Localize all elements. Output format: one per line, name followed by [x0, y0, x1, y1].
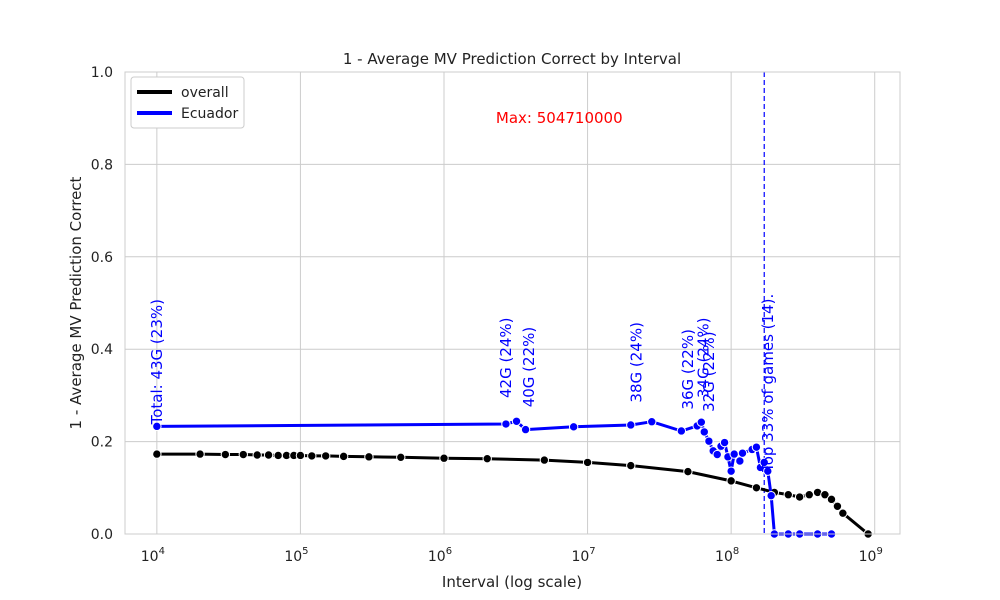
- data-point-overall: [482, 453, 492, 464]
- x-tick-label: 109: [859, 546, 883, 565]
- data-point-ecuador: [712, 449, 722, 460]
- data-point-overall: [321, 451, 331, 461]
- data-point-ecuador: [735, 456, 745, 466]
- x-axis-ticks: 104 105 106 107 108 109: [141, 546, 883, 565]
- data-point-overall: [295, 450, 306, 461]
- data-point-overall: [626, 460, 636, 471]
- data-point-overall: [838, 508, 848, 518]
- data-point-ecuador: [520, 424, 531, 435]
- plot-frame: [124, 71, 901, 535]
- annotation-label: Max: 504710000: [496, 109, 623, 127]
- annotation-label: 32G (22%): [700, 331, 718, 412]
- data-point-overall: [832, 501, 843, 511]
- data-point-ecuador: [696, 417, 707, 427]
- data-point-overall: [263, 450, 274, 460]
- annotation-label: 42G (24%): [497, 317, 515, 398]
- y-tick-label: 0.8: [91, 157, 113, 173]
- data-point-ecuador: [763, 466, 773, 476]
- x-tick-label: 104: [141, 546, 165, 565]
- data-point-overall: [238, 449, 248, 460]
- data-point-overall: [195, 449, 205, 459]
- data-point-overall: [252, 450, 262, 460]
- x-tick-label: 107: [571, 546, 595, 565]
- data-point-ecuador: [719, 437, 730, 448]
- data-point-overall: [338, 451, 349, 462]
- data-point-ecuador: [726, 466, 736, 476]
- y-tick-label: 1.0: [91, 65, 113, 81]
- data-point-ecuador: [699, 427, 709, 437]
- data-point-overall: [273, 450, 283, 461]
- annotation-label: 38G (24%): [628, 322, 646, 403]
- y-axis-ticks: 0.0 0.2 0.4 0.6 0.8 1.0: [91, 65, 113, 543]
- data-point-overall: [683, 466, 693, 477]
- legend-label-overall: overall: [181, 85, 229, 101]
- data-point-overall: [539, 455, 550, 465]
- x-axis-label: Interval (log scale): [442, 573, 582, 591]
- annotation-label: 36G (22%): [679, 329, 697, 410]
- data-point-ecuador: [511, 416, 522, 426]
- annotations-layer: Max: 504710000 Total: 43G (23%) 42G (24%) 4…: [148, 109, 777, 473]
- data-point-ecuador: [626, 420, 636, 430]
- data-point-overall: [439, 453, 449, 463]
- y-tick-label: 0.6: [91, 250, 113, 266]
- data-point-overall: [826, 494, 837, 505]
- data-point-ecuador: [676, 426, 687, 436]
- data-point-ecuador: [152, 421, 162, 432]
- data-point-overall: [794, 492, 805, 502]
- annotation-label: 40G (22%): [520, 327, 538, 408]
- legend-box: [130, 76, 245, 129]
- data-point-overall: [582, 457, 593, 468]
- data-point-ecuador: [729, 449, 739, 459]
- data-point-overall: [364, 452, 374, 462]
- x-tick-label: 108: [715, 546, 739, 565]
- data-point-overall: [726, 476, 736, 486]
- data-point-ecuador: [737, 448, 748, 458]
- annotation-label: Total: 43G (23%): [148, 299, 166, 425]
- data-point-ecuador: [759, 457, 769, 468]
- data-point-overall: [751, 483, 762, 493]
- data-point-ecuador: [647, 417, 657, 427]
- data-point-ecuador: [501, 419, 511, 429]
- data-point-overall: [307, 451, 317, 461]
- plot-background: [125, 72, 900, 534]
- annotation-label: 34G (24%): [694, 317, 712, 398]
- data-point-ecuador: [751, 442, 762, 452]
- data-point-overall: [396, 452, 406, 463]
- data-point-overall: [820, 490, 830, 500]
- chart-title: 1 - Average MV Prediction Correct by Int…: [343, 50, 681, 68]
- data-point-overall: [783, 490, 793, 500]
- data-point-ecuador: [704, 436, 714, 446]
- y-axis-label: 1 - Average MV Prediction Correct: [67, 176, 85, 429]
- x-tick-label: 106: [428, 546, 452, 565]
- annotation-label: Top 33% of games (14).: [759, 294, 777, 473]
- x-tick-label: 105: [284, 546, 308, 565]
- y-tick-label: 0.0: [91, 527, 113, 543]
- data-point-overall: [804, 490, 814, 500]
- legend: overall Ecuador: [130, 76, 245, 129]
- data-point-overall: [152, 449, 162, 459]
- data-point-ecuador: [568, 422, 579, 432]
- series-layer: [152, 416, 873, 539]
- legend-label-ecuador: Ecuador: [181, 106, 238, 122]
- y-tick-label: 0.4: [91, 342, 113, 358]
- y-tick-label: 0.2: [91, 435, 113, 451]
- data-point-ecuador: [766, 490, 776, 501]
- data-point-overall: [220, 449, 231, 460]
